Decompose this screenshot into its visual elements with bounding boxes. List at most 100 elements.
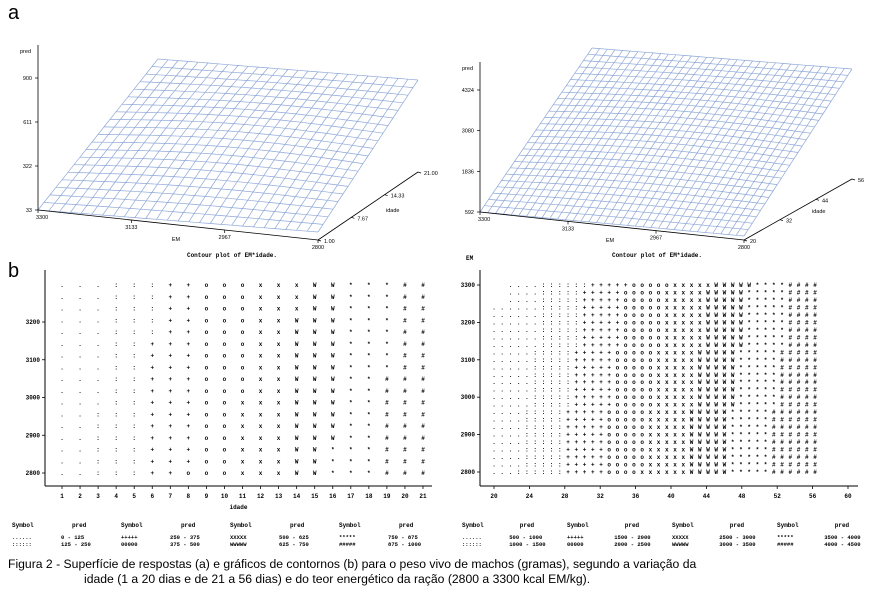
contour-symbol: . [509,462,513,469]
contour-symbol: : [114,364,118,371]
contour-symbol: o [616,447,620,454]
contour-symbol: W [731,372,735,379]
mesh-line-v [127,96,394,119]
contour-x-tick-label: 12 [257,493,265,500]
contour-symbol: W [706,469,710,476]
contour-symbol: # [789,312,793,319]
contour-symbol: : [150,329,154,336]
contour-symbol: # [797,417,801,424]
contour-symbol: x [673,334,677,341]
contour-symbol: * [756,357,760,364]
contour-symbol: o [640,417,644,424]
contour-symbol: * [756,424,760,431]
contour-symbol: : [542,349,546,356]
contour-symbol: W [714,304,718,311]
contour-symbol: W [313,341,317,348]
contour-symbol: # [813,304,817,311]
contour-symbol: # [797,364,801,371]
contour-symbol: o [649,312,653,319]
contour-symbol: . [525,297,529,304]
contour-symbol: x [657,379,661,386]
contour-symbol: x [673,364,677,371]
contour-symbol: : [533,402,537,409]
contour-symbol: + [607,402,611,409]
contour-symbol: * [331,458,335,465]
contour-symbol: * [756,379,760,386]
contour-symbol: * [349,411,353,418]
legend-pred-header: pred [730,522,745,529]
contour-symbol: o [616,349,620,356]
contour-symbol: x [295,282,299,289]
contour-symbol: : [132,341,136,348]
contour-symbol: : [550,342,554,349]
contour-symbol: o [649,402,653,409]
contour-symbol: * [756,319,760,326]
contour-symbol: W [331,306,335,313]
contour-x-tick-label: 18 [365,493,373,500]
contour-symbol: . [500,357,504,364]
contour-symbol: . [525,289,529,296]
contour-symbol: # [780,364,784,371]
contour-symbol: + [150,470,154,477]
contour-symbol: W [714,432,718,439]
legend-range: 625 - 750 [279,541,309,548]
legend-symbol: :::::: [12,541,32,548]
contour-symbol: * [772,402,776,409]
contour-symbol: # [797,282,801,289]
contour-symbol: : [533,462,537,469]
contour-symbol: * [772,304,776,311]
surface-mesh-a-left [37,58,419,233]
contour-symbol: x [657,424,661,431]
y-tick [384,194,388,196]
contour-symbol: : [566,349,570,356]
contour-symbol: * [780,334,784,341]
legend-pred-header: pred [520,522,535,529]
contour-symbol: * [772,372,776,379]
contour-symbol: * [349,423,353,430]
mesh-line-u [557,53,669,220]
contour-symbol: # [789,417,793,424]
contour-symbol: * [747,304,751,311]
contour-symbol: * [764,454,768,461]
contour-symbol: : [525,447,529,454]
contour-symbol: : [132,447,136,454]
mesh-line-v [103,126,374,149]
contour-symbol: # [813,469,817,476]
contour-symbol: : [114,329,118,336]
contour-symbol: . [509,342,513,349]
contour-symbol: x [673,297,677,304]
contour-symbol: : [114,282,118,289]
contour-symbol: . [525,349,529,356]
contour-symbol: o [640,327,644,334]
contour-symbol: . [492,409,496,416]
contour-symbol: W [723,357,727,364]
contour-symbol: + [591,462,595,469]
contour-symbol: # [805,312,809,319]
contour-symbol: x [673,289,677,296]
contour-symbol: o [624,402,628,409]
contour-symbol: W [331,364,335,371]
contour-symbol: W [698,394,702,401]
contour-symbol: : [533,432,537,439]
contour-symbol: o [640,424,644,431]
contour-symbol: . [525,327,529,334]
contour-symbol: # [789,327,793,334]
contour-symbol: . [500,349,504,356]
mesh-line-v [553,104,815,128]
contour-symbol: # [421,353,425,360]
contour-symbol: o [632,357,636,364]
mesh-line-v [531,135,794,160]
contour-symbol: W [723,417,727,424]
contour-symbol: : [566,304,570,311]
contour-symbol: W [714,447,718,454]
contour-symbol: o [632,297,636,304]
contour-symbol: o [624,469,628,476]
contour-symbol: * [385,294,389,301]
contour-symbol: * [367,329,371,336]
contour-symbol: x [295,306,299,313]
contour-symbol: # [813,409,817,416]
contour-symbol: . [500,312,504,319]
contour-symbol: . [525,334,529,341]
contour-symbol: + [591,409,595,416]
contour-x-tick-label: 56 [809,493,817,500]
